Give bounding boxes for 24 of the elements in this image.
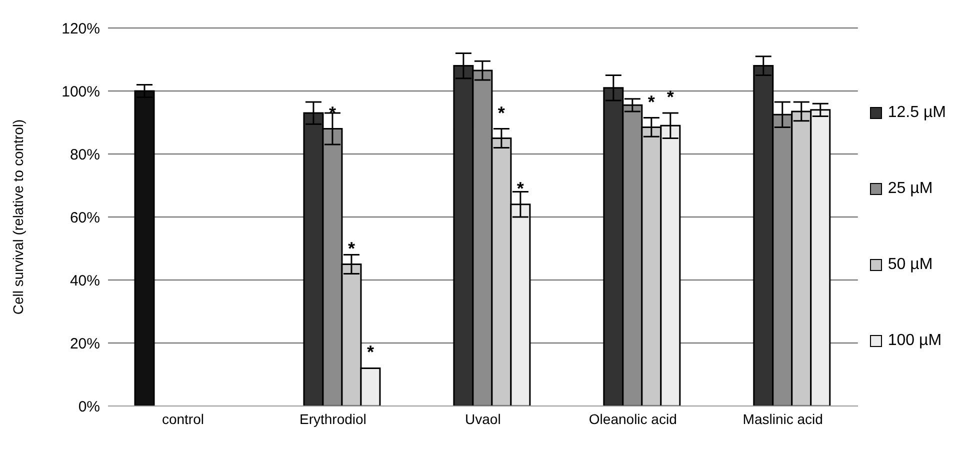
legend-label: 12.5 µM bbox=[888, 104, 946, 122]
x-tick-label: Erythrodiol bbox=[299, 410, 366, 427]
x-tick-label: Uvaol bbox=[465, 410, 501, 427]
y-axis-title: Cell survival (relative to control) bbox=[10, 119, 26, 315]
x-tick-label: Oleanolic acid bbox=[588, 410, 677, 427]
data-label: * bbox=[666, 87, 674, 108]
x-tick-label: control bbox=[162, 410, 204, 427]
data-label: * bbox=[648, 92, 655, 112]
y-tick-label: 80% bbox=[70, 146, 100, 164]
data-label: * bbox=[328, 102, 336, 123]
legend-label: 50 µM bbox=[888, 256, 933, 274]
data-label: * bbox=[498, 102, 505, 123]
data-label: * bbox=[366, 342, 374, 362]
y-tick-label: 40% bbox=[70, 272, 100, 290]
legend-label: 25 µM bbox=[888, 180, 933, 198]
legend-label: 100 µM bbox=[888, 332, 942, 350]
y-tick-label: 60% bbox=[70, 209, 100, 226]
y-tick-label: 0% bbox=[78, 398, 100, 416]
y-tick-label: 120% bbox=[62, 20, 100, 38]
data-label: * bbox=[348, 238, 355, 258]
data-label: * bbox=[516, 178, 524, 198]
x-tick-label: Maslinic acid bbox=[742, 410, 823, 427]
y-tick-label: 100% bbox=[62, 83, 100, 100]
y-tick-label: 20% bbox=[70, 335, 100, 352]
